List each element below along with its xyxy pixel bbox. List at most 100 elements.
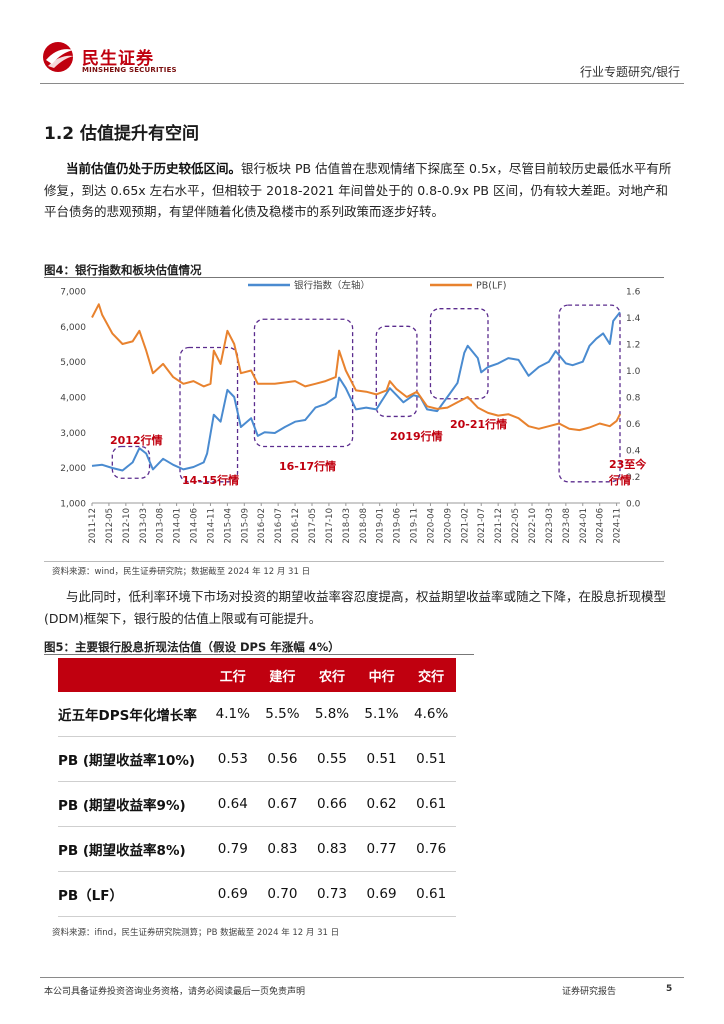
rally-period-label: 23至今 <box>609 457 647 471</box>
table-cell: 0.70 <box>257 871 308 917</box>
table-cell: 5.8% <box>307 692 357 737</box>
table-cell: 0.55 <box>307 736 357 782</box>
x-axis-tick-label: 2021-02 <box>460 508 470 544</box>
table-header-blank <box>58 658 208 692</box>
x-axis-tick-label: 2021-07 <box>477 508 487 544</box>
table-cell: 0.51 <box>406 736 456 782</box>
x-axis-tick-label: 2011-12 <box>88 508 98 544</box>
right-axis-tick-label: 1.6 <box>626 288 641 298</box>
table-cell: 0.62 <box>356 781 407 827</box>
x-axis-tick-label: 2024-06 <box>596 508 606 544</box>
table-cell: 0.83 <box>307 826 357 872</box>
pb-line <box>91 303 621 432</box>
legend-label: 银行指数（左轴） <box>294 280 370 292</box>
second-paragraph: 与此同时，低利率环境下市场对投资的期望收益率容忍度提高，权益期望收益率或随之下降… <box>44 589 667 626</box>
right-axis-tick-label: 1.0 <box>626 367 641 377</box>
x-axis-tick-label: 2014-01 <box>173 508 183 544</box>
table-cell: 0.73 <box>307 871 357 917</box>
footer-disclaimer: 本公司具备证券投资咨询业务资格，请务必阅读最后一页免责声明 <box>44 987 306 997</box>
x-axis-tick-label: 2023-03 <box>545 508 555 544</box>
rally-period-box <box>111 445 151 479</box>
table-cell: 4.1% <box>208 692 258 737</box>
right-axis-tick-label: 1.4 <box>626 314 641 324</box>
table-cell: 0.77 <box>356 826 407 872</box>
column-header: 农行 <box>307 658 357 692</box>
row-label: PB (期望收益率8%) <box>58 826 208 872</box>
table-cell: 0.69 <box>356 871 407 917</box>
bank-index-pb-chart: 1,000 2,000 3,000 4,000 5,000 6,000 7,000 0.0 0.… <box>60 280 647 544</box>
figure5-rule <box>44 654 474 655</box>
right-axis-tick-label: 0.8 <box>626 394 641 404</box>
column-header: 工行 <box>208 658 258 692</box>
x-axis-tick-label: 2017-05 <box>308 508 318 544</box>
x-axis-tick-label: 2016-07 <box>274 508 284 544</box>
left-axis-tick-label: 5,000 <box>60 358 86 368</box>
x-axis-tick-label: 2015-09 <box>240 508 250 544</box>
table-row: PB (期望收益率9%) 0.64 0.67 0.66 0.62 0.61 <box>58 781 456 827</box>
left-axis-tick-label: 4,000 <box>60 394 86 404</box>
paragraph-body: 银行板块 PB 估值曾在悲观情绪下探底至 0.5x，尽管目前较历史最低水平有所修… <box>44 161 672 219</box>
x-axis-tick-label: 2015-04 <box>223 508 233 544</box>
column-header: 交行 <box>406 658 456 692</box>
figure4-title: 图4：银行指数和板块估值情况 <box>44 263 202 277</box>
rally-period-label: 14-15行情 <box>182 473 239 487</box>
table-cell: 0.51 <box>356 736 407 782</box>
x-axis-tick-label: 2014-11 <box>206 508 216 544</box>
table-cell: 0.79 <box>208 826 258 872</box>
dps-valuation-table: 工行 建行 农行 中行 交行 近五年DPS年化增长率 4.1% 5.5% 5.8… <box>58 658 456 917</box>
table-cell: 0.76 <box>406 826 456 872</box>
rally-period-box <box>179 346 239 483</box>
right-axis-tick-label: 0.2 <box>626 473 640 483</box>
table-cell: 0.61 <box>406 871 456 917</box>
figure4-source: 资料来源：wind，民生证券研究院；数据截至 2024 年 12 月 31 日 <box>52 567 311 577</box>
right-axis-tick-label: 0.6 <box>626 420 641 430</box>
brand-logo <box>40 40 190 80</box>
x-axis-tick-label: 2020-04 <box>426 508 436 544</box>
table-cell: 5.5% <box>257 692 308 737</box>
rally-period-label: 2019行情 <box>390 429 443 443</box>
paragraph-lead: 当前估值仍处于历史较低区间。 <box>66 161 242 176</box>
header-divider <box>40 83 684 84</box>
x-axis-tick-label: 2018-08 <box>359 508 369 544</box>
column-header: 中行 <box>356 658 407 692</box>
x-axis-tick-label: 2024-11 <box>613 508 623 544</box>
left-axis-tick-label: 6,000 <box>60 323 86 333</box>
x-axis-tick-label: 2019-01 <box>376 508 386 544</box>
table-row: PB (期望收益率8%) 0.79 0.83 0.83 0.77 0.76 <box>58 826 456 872</box>
footer-doc-type: 证券研究报告 <box>562 987 617 997</box>
rally-period-label: 16-17行情 <box>279 459 336 473</box>
logo-emblem-icon <box>43 42 74 72</box>
row-label: PB（LF） <box>58 871 208 917</box>
rally-period-label: 行情 <box>608 473 631 487</box>
legend-label: PB(LF) <box>476 281 506 292</box>
x-axis-tick-label: 2013-03 <box>139 508 149 544</box>
right-axis-tick-label: 0.0 <box>626 500 641 510</box>
table-cell: 0.56 <box>257 736 308 782</box>
figure5-title: 图5：主要银行股息折现法估值（假设 DPS 年涨幅 4%） <box>44 640 340 654</box>
logo-name: 民生证券 <box>82 49 154 69</box>
logo-subtitle: MINSHENG SECURITIES <box>82 66 177 74</box>
rally-period-box <box>558 304 621 483</box>
row-label: PB (期望收益率9%) <box>58 781 208 827</box>
table-row: 近五年DPS年化增长率 4.1% 5.5% 5.8% 5.1% 4.6% <box>58 692 456 737</box>
rally-period-box <box>429 308 489 400</box>
table-cell: 0.61 <box>406 781 456 827</box>
table-cell: 0.53 <box>208 736 258 782</box>
table-cell: 0.64 <box>208 781 258 827</box>
x-axis-tick-label: 2019-11 <box>410 508 420 544</box>
table-cell: 0.69 <box>208 871 258 917</box>
page-number: 5 <box>666 984 673 994</box>
row-label: 近五年DPS年化增长率 <box>58 692 208 737</box>
x-axis-tick-label: 2013-08 <box>156 508 166 544</box>
table-cell: 0.66 <box>307 781 357 827</box>
x-axis-tick-label: 2021-12 <box>494 508 504 544</box>
bank-index-line <box>91 311 621 472</box>
x-axis-tick-label: 2016-02 <box>257 508 267 544</box>
left-axis-tick-label: 2,000 <box>60 464 86 474</box>
figure4-bottom-rule <box>44 561 664 562</box>
table-cell: 0.83 <box>257 826 308 872</box>
table-cell: 5.1% <box>356 692 407 737</box>
x-axis-tick-label: 2020-09 <box>443 508 453 544</box>
section-title: 1.2 估值提升有空间 <box>44 124 200 144</box>
x-axis-tick-label: 2022-05 <box>511 508 521 544</box>
